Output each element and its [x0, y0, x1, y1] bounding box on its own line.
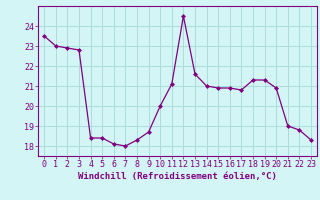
X-axis label: Windchill (Refroidissement éolien,°C): Windchill (Refroidissement éolien,°C) — [78, 172, 277, 181]
